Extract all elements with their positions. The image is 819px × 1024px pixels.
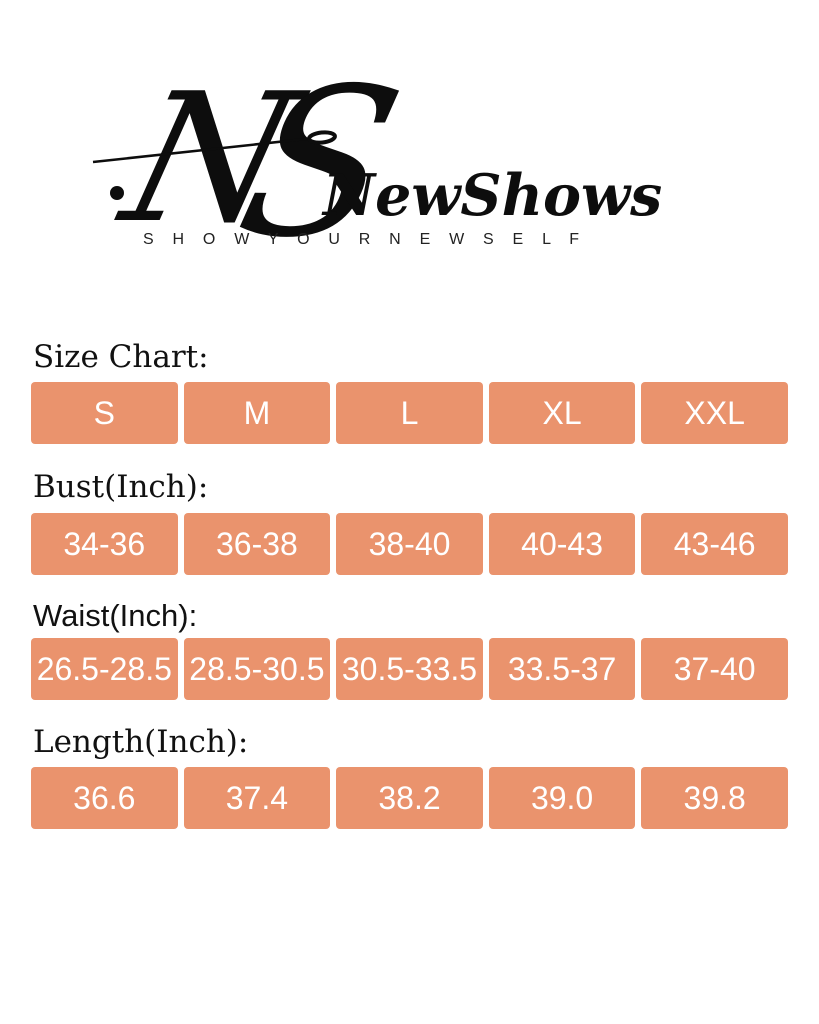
- length-cell: 36.6: [31, 767, 178, 829]
- bust-label: Bust(Inch):: [33, 469, 209, 505]
- waist-cell: 28.5-30.5: [183, 638, 331, 700]
- bust-cell: 43-46: [641, 513, 788, 575]
- bust-cell: 40-43: [488, 513, 636, 575]
- waist-cell: 37-40: [641, 638, 788, 700]
- length-cell: 39.8: [641, 767, 788, 829]
- size-cell-xxl: XXL: [641, 382, 788, 444]
- size-chart-title: Size Chart:: [33, 339, 209, 375]
- bust-cell: 38-40: [336, 513, 483, 575]
- flourish-dot: [110, 186, 124, 200]
- waist-cell: 26.5-28.5: [31, 638, 178, 700]
- size-cell-xl: XL: [488, 382, 636, 444]
- waist-cell: 33.5-37: [488, 638, 636, 700]
- brand-name: NewShows: [321, 162, 662, 229]
- length-cell: 39.0: [488, 767, 636, 829]
- size-cell-s: S: [31, 382, 178, 444]
- waist-cell: 30.5-33.5: [336, 638, 483, 700]
- size-cell-m: M: [183, 382, 331, 444]
- waist-row: 26.5-28.5 28.5-30.5 30.5-33.5 33.5-37 37…: [31, 638, 788, 700]
- brand-tagline: S H O W Y O U R N E W S E L F: [143, 231, 579, 248]
- size-cell-l: L: [336, 382, 483, 444]
- ns-monogram: N S: [103, 62, 420, 262]
- length-cell: 38.2: [336, 767, 483, 829]
- length-row: 36.6 37.4 38.2 39.0 39.8: [31, 767, 788, 829]
- bust-cell: 34-36: [31, 513, 178, 575]
- waist-label: Waist(Inch):: [33, 598, 198, 633]
- brand-logo: N S NewShows S H O W Y O U R N E W S E L…: [85, 62, 725, 262]
- needle-eye-icon: [307, 130, 337, 145]
- bust-cell: 36-38: [183, 513, 331, 575]
- length-label: Length(Inch):: [33, 724, 249, 760]
- length-cell: 37.4: [183, 767, 331, 829]
- brand-logo-graphic: N S NewShows S H O W Y O U R N E W S E L…: [92, 62, 662, 262]
- needle-icon: [92, 134, 334, 164]
- bust-row: 34-36 36-38 38-40 40-43 43-46: [31, 513, 788, 575]
- size-row: S M L XL XXL: [31, 382, 788, 444]
